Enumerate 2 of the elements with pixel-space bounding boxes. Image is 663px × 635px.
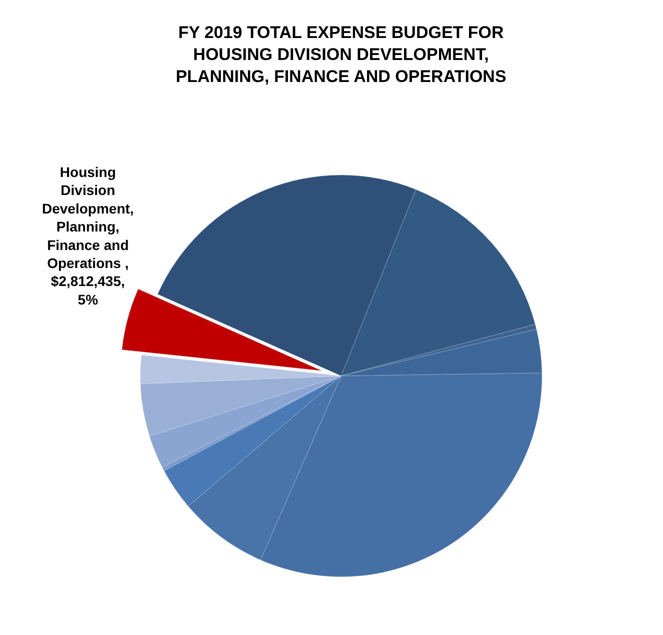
slice-label: Housing Division Development, Planning, Finance and Operations , $2,812,435, 5% — [42, 164, 134, 308]
chart-title: FY 2019 TOTAL EXPENSE BUDGET FOR HOUSING DIVISION DEVELOPMENT, PLANNING, FINANCE AND OPERATIONS — [176, 23, 506, 86]
